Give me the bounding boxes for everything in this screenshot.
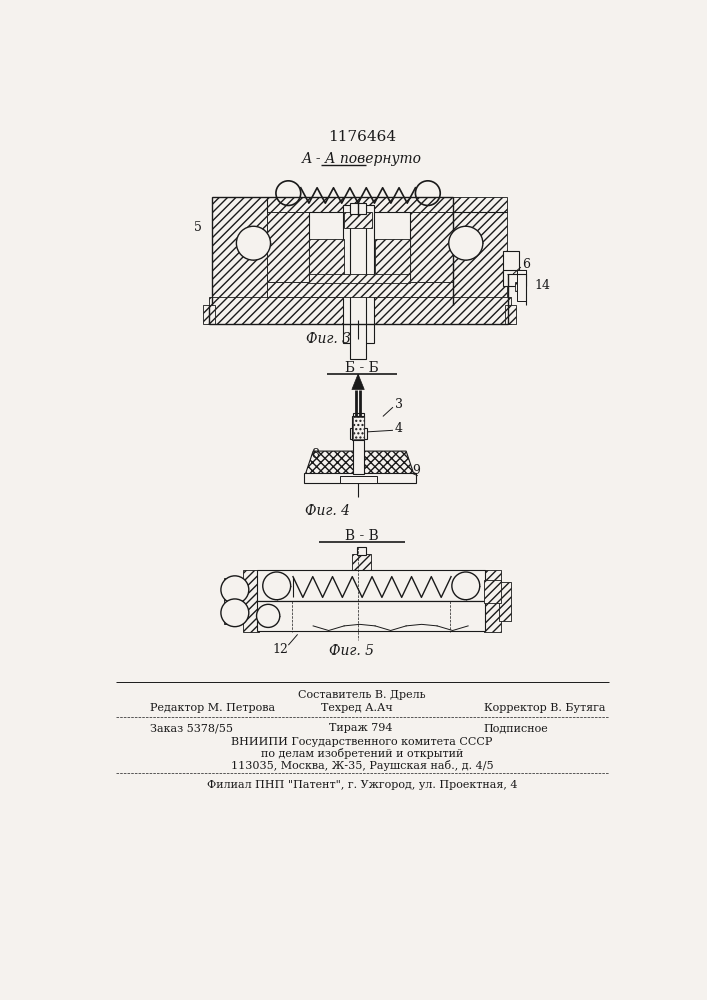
Bar bbox=[212, 197, 267, 305]
Text: Заказ 5378/55: Заказ 5378/55 bbox=[151, 723, 233, 733]
Bar bbox=[357, 547, 366, 555]
Text: Фиг. 3: Фиг. 3 bbox=[306, 332, 351, 346]
Text: 9: 9 bbox=[412, 464, 420, 477]
Text: 12: 12 bbox=[273, 643, 288, 656]
Circle shape bbox=[257, 604, 280, 627]
Text: Фиг. 5: Фиг. 5 bbox=[329, 644, 375, 658]
Bar bbox=[353, 417, 363, 439]
Bar bbox=[257, 570, 485, 601]
Text: 4: 4 bbox=[395, 422, 402, 434]
Bar bbox=[352, 416, 364, 440]
Bar bbox=[267, 212, 309, 282]
Polygon shape bbox=[352, 374, 364, 389]
Bar bbox=[340, 476, 377, 483]
Bar bbox=[304, 473, 416, 483]
Bar bbox=[352, 554, 371, 570]
Bar bbox=[375, 239, 410, 282]
Circle shape bbox=[221, 576, 249, 604]
Circle shape bbox=[263, 572, 291, 600]
Bar bbox=[351, 203, 366, 214]
Circle shape bbox=[236, 226, 271, 260]
Bar bbox=[484, 580, 501, 603]
Bar bbox=[515, 282, 526, 291]
Text: Тираж 794: Тираж 794 bbox=[329, 723, 392, 733]
Bar bbox=[484, 570, 501, 632]
Bar bbox=[309, 212, 410, 282]
Text: В - В: В - В bbox=[345, 529, 379, 543]
Text: 8: 8 bbox=[311, 448, 320, 461]
Bar bbox=[344, 212, 372, 228]
Text: по делам изобретений и открытий: по делам изобретений и открытий bbox=[261, 748, 463, 759]
Bar bbox=[343, 205, 373, 343]
Bar bbox=[309, 239, 344, 282]
Bar bbox=[267, 197, 452, 212]
Bar bbox=[505, 305, 516, 324]
Text: Техред А.Ач: Техред А.Ач bbox=[321, 703, 392, 713]
Text: 113035, Москва, Ж-35, Раушская наб., д. 4/5: 113035, Москва, Ж-35, Раушская наб., д. … bbox=[230, 760, 493, 771]
Bar bbox=[203, 305, 215, 324]
Circle shape bbox=[221, 599, 249, 627]
Text: А - А повернуто: А - А повернуто bbox=[302, 151, 422, 165]
Bar bbox=[351, 205, 366, 359]
Text: 3: 3 bbox=[395, 398, 402, 411]
Bar bbox=[257, 601, 485, 631]
Text: 14: 14 bbox=[534, 279, 550, 292]
Bar bbox=[354, 413, 364, 474]
Text: 6: 6 bbox=[522, 258, 530, 271]
Circle shape bbox=[449, 226, 483, 260]
Text: 5: 5 bbox=[194, 221, 202, 234]
Text: Подписное: Подписное bbox=[484, 723, 549, 733]
Bar bbox=[499, 582, 510, 620]
Text: 1176464: 1176464 bbox=[328, 130, 396, 144]
Bar bbox=[209, 297, 510, 324]
Text: Редактор М. Петрова: Редактор М. Петрова bbox=[151, 703, 276, 713]
Bar bbox=[224, 578, 246, 624]
Text: Составитель В. Дрель: Составитель В. Дрель bbox=[298, 690, 426, 700]
Circle shape bbox=[452, 572, 480, 600]
Bar bbox=[503, 270, 526, 286]
Bar bbox=[503, 251, 518, 282]
Bar bbox=[410, 212, 452, 282]
Text: ВНИИПИ Государственного комитета СССР: ВНИИПИ Государственного комитета СССР bbox=[231, 737, 493, 747]
Bar bbox=[309, 274, 410, 283]
Text: Филиал ПНП "Патент", г. Ужгород, ул. Проектная, 4: Филиал ПНП "Патент", г. Ужгород, ул. Про… bbox=[206, 780, 518, 790]
Bar bbox=[351, 428, 368, 439]
Polygon shape bbox=[305, 451, 414, 474]
Text: Б - Б: Б - Б bbox=[345, 361, 379, 375]
Bar bbox=[267, 282, 452, 297]
Bar bbox=[517, 270, 526, 301]
Bar bbox=[243, 570, 259, 632]
Text: Фиг. 4: Фиг. 4 bbox=[305, 504, 349, 518]
Text: Корректор В. Бутяга: Корректор В. Бутяга bbox=[484, 703, 605, 713]
Bar bbox=[452, 197, 507, 305]
